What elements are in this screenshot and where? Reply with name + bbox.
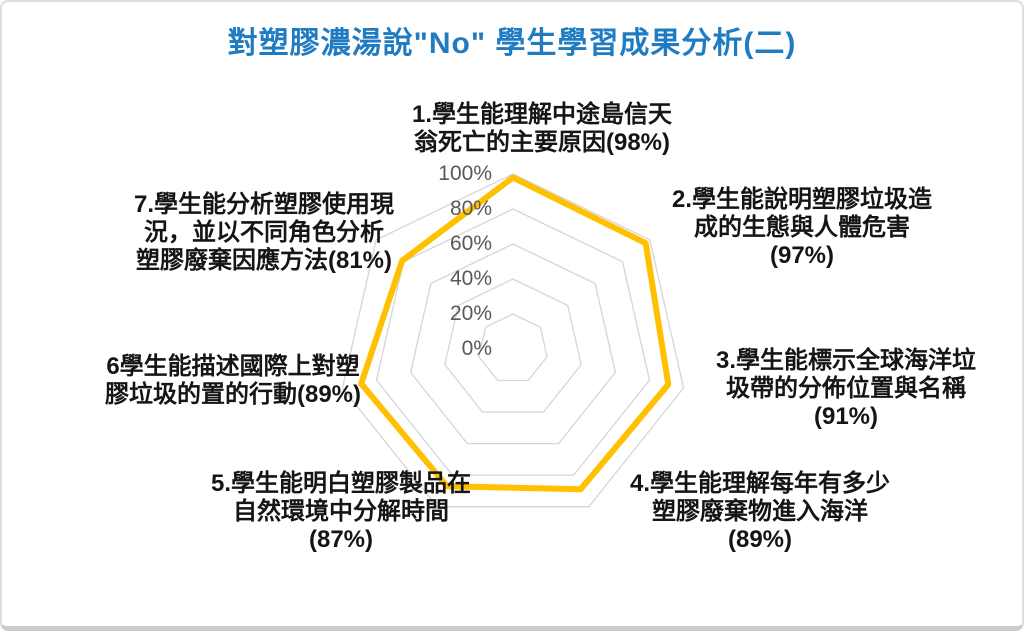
category-label-6: 6學生能描述國際上對塑 膠垃圾的置的行動(89%) (83, 353, 383, 409)
page-title: 對塑膠濃湯說"No" 學生學習成果分析(二) (227, 27, 797, 60)
grid-ring (409, 243, 617, 445)
category-label-line: 6學生能描述國際上對塑 (106, 353, 360, 380)
category-label-line: 3.學生能標示全球海洋垃 (715, 347, 976, 374)
axis-tick-label: 80% (449, 197, 492, 221)
category-label-7: 7.學生能分析塑膠使用現 況，並以不同角色分析 塑膠廢棄因應方法(81%) (104, 191, 424, 275)
category-label-line: 2.學生能說明塑膠垃圾造 (671, 186, 932, 213)
category-label-2: 2.學生能說明塑膠垃圾造 成的生態與人體危害 (97%) (636, 186, 968, 270)
category-label-5: 5.學生能明白塑膠製品在 自然環境中分解時間 (87%) (171, 470, 511, 554)
category-label-line: 7.學生能分析塑膠使用現 (133, 191, 394, 218)
category-label-line: 塑膠廢棄物進入海洋 (652, 498, 868, 525)
category-label-line: 塑膠廢棄因應方法(81%) (135, 247, 393, 274)
category-label-3: 3.學生能標示全球海洋垃 圾帶的分佈位置與名稱 (91%) (676, 347, 1016, 431)
axis-tick-label: 40% (449, 267, 492, 291)
grid-ring (444, 278, 582, 413)
category-label-line: 圾帶的分佈位置與名稱 (726, 375, 966, 402)
category-label-line: (87%) (308, 526, 374, 553)
grid-ring (478, 313, 548, 382)
category-label-1: 1.學生能理解中途島信天 翁死亡的主要原因(98%) (377, 101, 707, 157)
category-label-line: 成的生態與人體危害 (694, 214, 910, 241)
category-label-line: (91%) (813, 403, 879, 430)
category-label-line: 翁死亡的主要原因(98%) (413, 129, 671, 156)
grid-ring (341, 173, 685, 508)
grid-ring (375, 208, 651, 476)
axis-tick-label: 60% (449, 232, 492, 256)
category-label-4: 4.學生能理解每年有多少 塑膠廢棄物進入海洋 (89%) (590, 470, 930, 554)
category-label-line: 自然環境中分解時間 (233, 498, 449, 525)
category-label-line: 膠垃圾的置的行動(89%) (104, 381, 362, 408)
axis-tick-label: 20% (449, 302, 492, 326)
category-label-line: 況，並以不同角色分析 (144, 219, 384, 246)
axis-tick-label: 100% (438, 162, 492, 186)
category-label-line: (97%) (769, 242, 835, 269)
axis-tick-label: 0% (461, 337, 492, 361)
category-label-line: 5.學生能明白塑膠製品在 (210, 470, 471, 497)
category-label-line: 4.學生能理解每年有多少 (629, 470, 890, 497)
data-series-line (358, 174, 672, 493)
category-label-line: 1.學生能理解中途島信天 (411, 101, 672, 128)
category-label-line: (89%) (727, 526, 793, 553)
